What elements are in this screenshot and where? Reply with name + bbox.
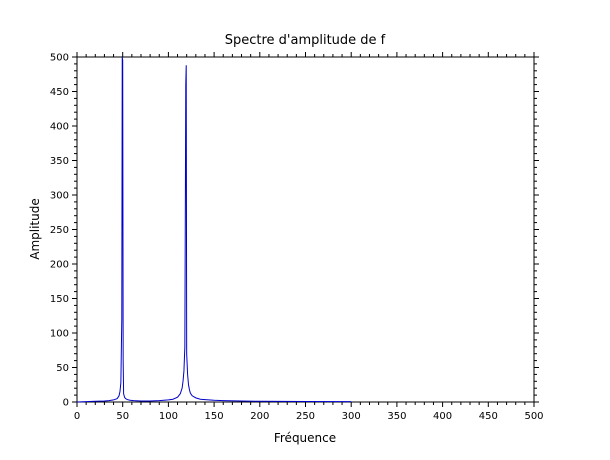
- y-tick-label: 500: [50, 53, 69, 64]
- x-tick-label: 200: [250, 411, 269, 422]
- series-line-0: [76, 56, 352, 403]
- plot-area-frame: [76, 56, 535, 403]
- y-tick-label: 150: [50, 294, 69, 305]
- x-tick-label: 150: [205, 411, 224, 422]
- x-tick-label: 450: [479, 411, 498, 422]
- y-tick-label: 100: [50, 329, 69, 340]
- y-tick-label: 200: [50, 260, 69, 271]
- y-axis: 0 50 100 150 200 250 300 350 400 450 500: [50, 53, 539, 409]
- x-tick-label: 250: [296, 411, 315, 422]
- x-tick-label: 50: [116, 411, 129, 422]
- x-tick-label: 0: [74, 411, 80, 422]
- x-tick-label: 400: [433, 411, 452, 422]
- y-tick-label: 300: [50, 191, 69, 202]
- chart-title: Spectre d'amplitude de f: [225, 33, 386, 48]
- x-tick-label: 500: [524, 411, 543, 422]
- x-axis-label: Fréquence: [274, 431, 336, 445]
- y-tick-label: 450: [50, 87, 69, 98]
- y-tick-label: 50: [56, 363, 69, 374]
- y-tick-label: 400: [50, 122, 69, 133]
- y-tick-label: 350: [50, 156, 69, 167]
- x-tick-label: 350: [387, 411, 406, 422]
- x-tick-label: 300: [342, 411, 361, 422]
- x-tick-label: 100: [159, 411, 178, 422]
- y-tick-label: 250: [50, 225, 69, 236]
- x-axis: 0 50 100 150 200 250 300 350 400 450 500: [74, 52, 544, 422]
- y-axis-label: Amplitude: [28, 198, 42, 260]
- y-tick-label: 0: [63, 398, 69, 409]
- series-layer: [76, 56, 352, 403]
